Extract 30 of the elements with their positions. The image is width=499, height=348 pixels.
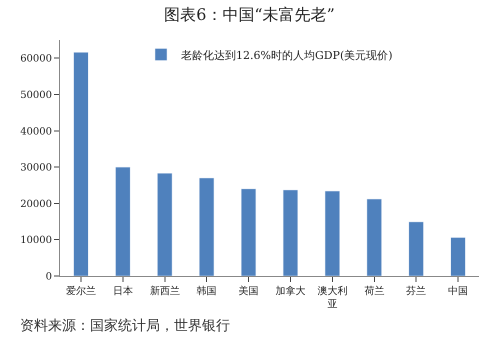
y-tick-label: 60000 xyxy=(20,54,52,65)
bar xyxy=(282,190,298,276)
bar xyxy=(199,178,214,276)
y-tick-label: 50000 xyxy=(20,90,52,101)
x-tick-label: 美国 xyxy=(238,285,259,297)
y-tick-label: 30000 xyxy=(20,162,52,174)
bar xyxy=(73,52,89,276)
x-tick-label: 荷兰 xyxy=(364,285,384,297)
bar xyxy=(408,222,424,276)
x-tick-label: 加拿大 xyxy=(275,285,306,297)
bar xyxy=(450,237,466,276)
chart-title: 图表6：中国“未富先老” xyxy=(164,4,335,24)
x-tick-label: 新西兰 xyxy=(150,285,180,297)
y-tick-label: 10000 xyxy=(20,235,52,246)
x-tick-label: 中国 xyxy=(448,285,468,297)
bar xyxy=(115,166,130,276)
y-tick-label: 40000 xyxy=(20,126,52,138)
bar xyxy=(157,173,172,276)
y-tick-label: 0 xyxy=(46,272,52,282)
text: 资料来源：国家统计局，世界银行 xyxy=(20,318,230,334)
x-tick-label: 韩国 xyxy=(196,285,217,297)
x-tick-label: 澳大利亚 xyxy=(317,285,348,310)
y-tick-label: 20000 xyxy=(20,198,52,210)
x-tick-label: 芬兰 xyxy=(406,285,426,297)
legend-label: 老龄化达到12.6%时的人均GDP(美元现价) xyxy=(181,48,393,62)
bar xyxy=(366,198,382,276)
x-tick-label: 日本 xyxy=(112,285,133,297)
bar xyxy=(324,190,340,276)
bar xyxy=(240,188,256,276)
x-tick-label: 爱尔兰 xyxy=(66,285,96,297)
